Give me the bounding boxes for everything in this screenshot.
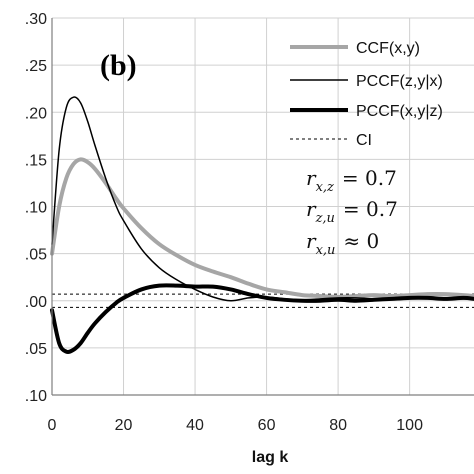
legend-label-pccf-zyx: PCCF(z,y|x): [356, 73, 443, 90]
annotation-r-xz-var: r: [306, 166, 317, 190]
x-tick-label: 60: [258, 417, 276, 434]
annotation-r-xu-value: ≈ 0: [343, 229, 379, 253]
axes: [51, 18, 474, 396]
y-tick-label: .25: [25, 58, 47, 75]
series-line-ccf: [50, 157, 474, 299]
y-tick-label: .30: [25, 11, 47, 28]
annotation-r-zu-var: r: [306, 197, 317, 221]
annotation-r-xz-sub: x,z: [316, 180, 334, 195]
y-tick-labels: .30 .25 .20 .15 .10 .05 .00 .05 .10: [25, 11, 47, 405]
x-tick-label: 80: [329, 417, 347, 434]
y-tick-label: .10: [25, 200, 47, 217]
x-tick-label: 100: [396, 417, 423, 434]
x-tick-label: 40: [186, 417, 204, 434]
annotation-r-zu-sub: z,u: [315, 211, 335, 226]
legend-label-pccf-xyz: PCCF(x,y|z): [356, 103, 443, 120]
x-axis-title: lag k: [252, 449, 289, 466]
y-tick-label: .00: [25, 294, 47, 311]
annotation-r-xz: rx,z = 0.7: [306, 166, 397, 195]
panel-label: (b): [100, 49, 137, 82]
y-tick-label: .15: [25, 152, 47, 169]
legend: CCF(x,y) PCCF(z,y|x) PCCF(x,y|z) CI: [290, 40, 443, 149]
series-line-pccf-xyz: [50, 283, 474, 355]
legend-label-ci: CI: [356, 132, 372, 149]
annotation-r-zu-value: = 0.7: [343, 197, 398, 221]
x-tick-label: 0: [48, 417, 57, 434]
confidence-interval: [52, 293, 474, 308]
series-lines: [50, 96, 474, 355]
annotation-r-xu-var: r: [306, 229, 317, 253]
y-tick-label: .10: [25, 388, 47, 405]
y-tick-label: .05: [25, 341, 47, 358]
y-tick-label: .20: [25, 105, 47, 122]
annotation-r-xu: rx,u ≈ 0: [306, 229, 379, 258]
annotation-r-zu: rz,u = 0.7: [306, 197, 398, 226]
x-tick-label: 20: [115, 417, 133, 434]
annotation-r-xz-value: = 0.7: [342, 166, 397, 190]
gridlines: [52, 17, 474, 396]
legend-label-ccf: CCF(x,y): [356, 40, 420, 57]
correlation-annotations: rx,z = 0.7 rz,u = 0.7 rx,u ≈ 0: [306, 166, 398, 258]
annotation-r-xu-sub: x,u: [316, 243, 336, 258]
x-tick-labels: 0 20 40 60 80 100: [48, 417, 424, 434]
y-tick-label: .05: [25, 247, 47, 264]
